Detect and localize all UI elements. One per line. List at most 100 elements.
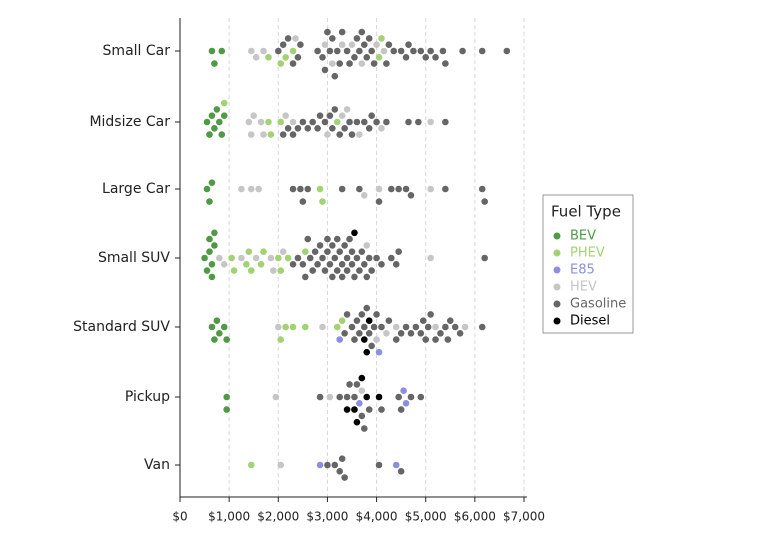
legend-label: PHEV [570,246,605,261]
legend-label: Diesel [570,314,610,329]
dot [360,41,368,48]
dot [319,323,326,331]
dot [324,131,331,138]
dot [365,35,373,42]
dot [358,412,366,420]
y-tick-label: Van [144,457,170,473]
dot [247,47,255,55]
dot [277,60,285,67]
dot [368,267,375,274]
dot [375,393,383,401]
dot [385,317,393,325]
dot [363,393,371,401]
dot [353,118,361,126]
dot [336,336,344,343]
dot [365,406,373,413]
dot [228,254,235,262]
dot [297,185,304,193]
dot [245,118,253,126]
dot [203,185,211,193]
dot [358,387,366,395]
dot [284,125,292,132]
dot [373,254,380,262]
dot [311,248,319,255]
dot [456,330,464,337]
dot [326,47,334,55]
dot [274,323,282,331]
dot [348,41,356,48]
dot [302,323,309,331]
dot [392,323,400,331]
dot [478,323,486,331]
dot [206,131,213,138]
dot [333,323,341,331]
dot [297,41,304,48]
dot [478,47,486,55]
dot [294,54,302,61]
dot [289,261,297,268]
dot [211,242,218,249]
dot [331,254,339,262]
legend-label: Gasoline [570,297,626,312]
dot [432,54,439,61]
legend-title: Fuel Type [551,203,621,221]
dot [324,461,331,469]
dot [405,118,412,126]
dot [402,54,410,61]
dot [405,41,412,48]
legend-label: E85 [570,263,595,278]
dot [427,47,434,55]
dot [314,125,321,132]
dot [220,323,228,331]
dot [319,254,326,262]
dot [363,304,371,312]
dot [388,185,395,193]
dot [333,267,341,274]
dot [373,336,380,343]
dot [360,192,368,199]
dot [353,317,361,325]
dot [302,273,309,281]
dot [356,330,363,337]
dot [203,118,211,126]
dot [378,35,385,42]
dot [218,131,226,138]
dot [407,192,415,199]
dot [316,461,324,469]
dot [277,118,285,126]
dot [358,248,366,255]
dot [329,35,336,42]
dot [208,179,216,186]
x-tick-label: $3,000 [306,510,348,524]
dot [304,125,312,132]
dot [375,461,383,469]
dot [243,261,250,268]
dot [422,54,430,61]
dot [360,336,368,343]
dot [360,323,368,331]
dot [218,47,226,55]
y-tick-label: Large Car [102,181,170,197]
dot [348,323,356,331]
dot [220,261,228,268]
dot [343,393,351,401]
dot [358,60,366,67]
dot [252,254,260,262]
dot [338,41,346,48]
dot [326,112,334,119]
dot [299,198,307,205]
dot [392,461,400,469]
dot [432,336,439,343]
dot [247,131,255,138]
dot [346,60,353,67]
dot [203,267,211,274]
dot [208,261,216,268]
dot [274,47,282,55]
dot [282,54,289,61]
dot [395,393,402,401]
dot [481,198,488,205]
dot [397,47,405,55]
dot [365,317,373,325]
dot [351,336,358,343]
dot [360,261,368,268]
